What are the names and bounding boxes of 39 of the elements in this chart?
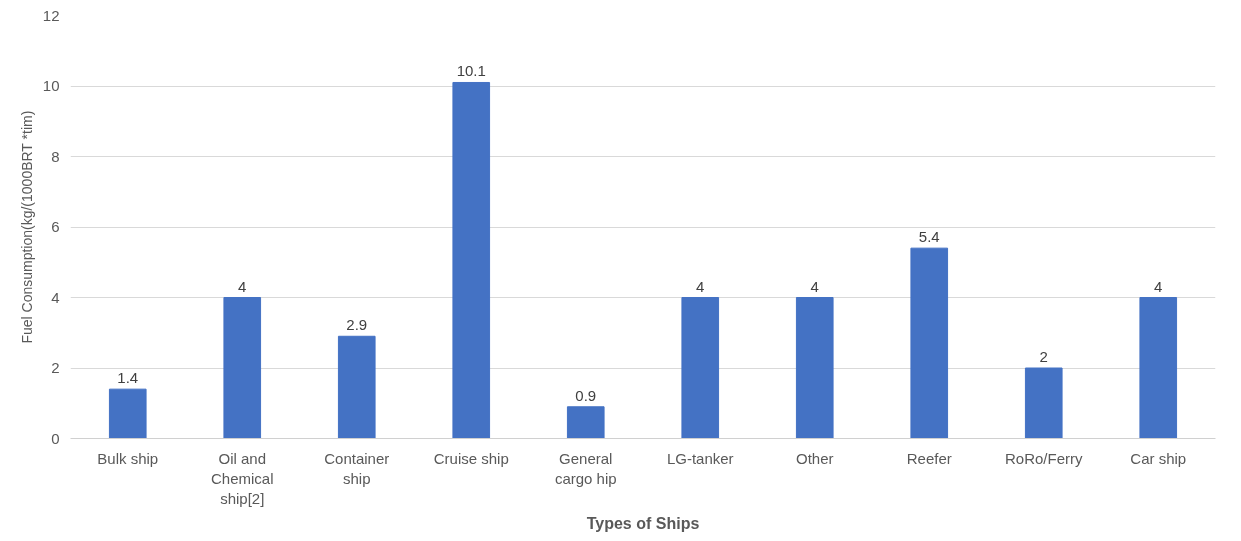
- bar: [452, 81, 491, 439]
- y-axis-title: Fuel Consumption(kg/(1000BRT *tim): [18, 110, 35, 344]
- x-tick-label: Cruise ship: [433, 449, 509, 467]
- x-tick-label: Car ship: [1130, 449, 1187, 467]
- y-tick-label: 4: [51, 288, 60, 306]
- x-tick-label: Bulk ship: [97, 449, 159, 467]
- x-tick-label: LG-tanker: [666, 449, 734, 467]
- y-tick-label: 6: [51, 218, 60, 235]
- x-tick-label: Oil and Chemical ship[2]: [210, 449, 274, 508]
- data-label: 5.4: [918, 228, 940, 246]
- x-tick-label: Reefer: [906, 449, 952, 467]
- data-label: 2.9: [346, 316, 368, 334]
- y-tick-label: 8: [51, 147, 60, 165]
- x-tick-label: General cargo hip: [554, 449, 617, 487]
- x-tick-label: RoRo/Ferry: [1004, 449, 1084, 467]
- bar: [566, 406, 605, 439]
- y-tick-label: 12: [42, 6, 60, 24]
- x-tick-label: Other: [795, 449, 834, 467]
- data-label: 4: [810, 277, 819, 295]
- bar: [223, 297, 262, 439]
- y-tick-label: 2: [51, 359, 60, 376]
- y-tick-label: 0: [51, 429, 60, 447]
- data-label: 1.4: [117, 369, 139, 387]
- bar: [1024, 367, 1063, 439]
- x-tick-label: Container ship: [324, 449, 390, 487]
- bar: [1139, 297, 1178, 439]
- bar: [795, 297, 834, 439]
- data-label: 4: [238, 277, 247, 295]
- x-axis-title: Types of Ships: [586, 515, 700, 533]
- data-label: 4: [1154, 277, 1163, 295]
- bar: [337, 335, 376, 439]
- data-label: 4: [696, 277, 705, 295]
- bar: [910, 247, 949, 439]
- bar: [681, 297, 720, 439]
- data-label: 0.9: [575, 386, 597, 404]
- y-tick-label: 10: [42, 77, 60, 94]
- data-label: 10.1: [456, 62, 486, 80]
- bar: [108, 388, 147, 439]
- data-label: 2: [1039, 348, 1048, 365]
